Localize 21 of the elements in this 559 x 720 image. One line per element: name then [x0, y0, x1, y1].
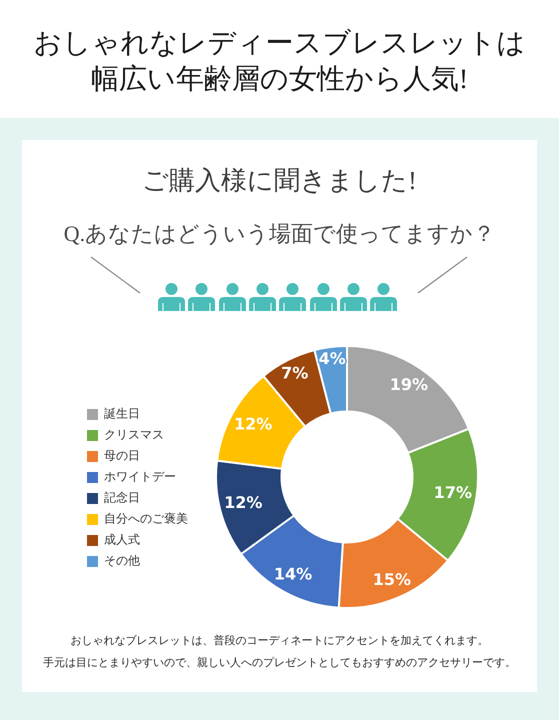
- text: おしゃれなブレスレットは、普段のコーディネートにアクセントを加えてくれます。: [70, 634, 490, 649]
- legend-label: 記念日: [104, 490, 140, 505]
- legend-label: 母の日: [104, 448, 140, 463]
- legend-label: その他: [104, 554, 140, 568]
- legend-label: クリスマス: [104, 428, 164, 442]
- data-label: 12%: [224, 492, 262, 512]
- data-label: 14%: [274, 564, 312, 584]
- chart-title: おしゃれなレディースブレスレットは幅広い年齢層の女性から人気!: [32, 27, 526, 97]
- legend-label: 誕生日: [104, 406, 140, 421]
- data-label: 17%: [434, 482, 472, 502]
- data-label: 12%: [234, 414, 272, 434]
- data-label: 4%: [318, 348, 346, 368]
- legend-label: ホワイトデー: [104, 470, 176, 484]
- legend-label: 成人式: [104, 532, 140, 547]
- text: Q.あなたはどういう場面で使ってますか？: [62, 220, 496, 248]
- chart-subtitle: ご購入様に聞きました!: [141, 165, 418, 197]
- data-label: 7%: [281, 364, 308, 383]
- data-label: 15%: [372, 570, 412, 589]
- legend-label: 自分へのご褒美: [104, 512, 188, 526]
- data-label: 19%: [390, 375, 428, 394]
- text: 手元は目にとまりやすいので、親しい人へのプレゼントとしてもおすすめのアクセサリーです。: [42, 656, 517, 671]
